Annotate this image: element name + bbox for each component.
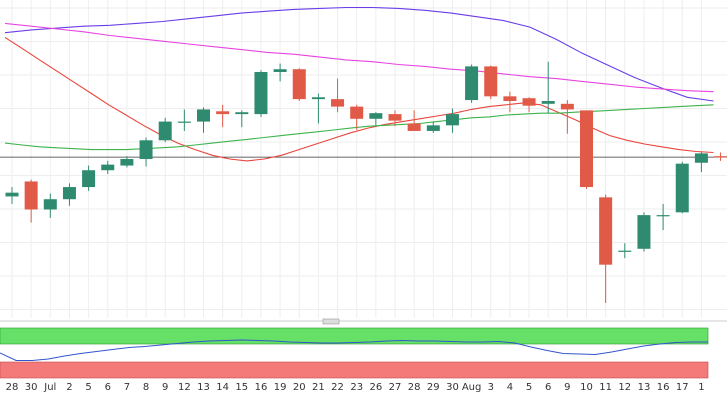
x-tick-label: Aug: [462, 382, 482, 393]
candle-body: [657, 215, 670, 216]
candle-body: [178, 122, 191, 123]
candle: [580, 110, 593, 189]
indicator-lower-band: [0, 362, 708, 378]
candle-body: [44, 199, 57, 209]
x-tick-label: 9: [564, 382, 570, 393]
x-tick-label: 16: [255, 382, 268, 393]
candle-body: [350, 107, 363, 119]
candle-body: [159, 122, 172, 141]
candle-body: [369, 113, 382, 119]
x-tick-label: 12: [618, 382, 631, 393]
x-tick-label: 5: [85, 382, 91, 393]
x-tick-label: 15: [235, 382, 248, 393]
candle: [465, 65, 478, 103]
candle-body: [580, 110, 593, 187]
candle-body: [254, 72, 267, 114]
x-tick-label: 7: [124, 382, 130, 393]
candle: [484, 65, 497, 99]
candle-body: [446, 114, 459, 125]
candle-body: [637, 215, 650, 249]
candle-body: [408, 123, 421, 130]
x-tick-label: 9: [162, 382, 168, 393]
candle-body: [561, 104, 574, 110]
candle-body: [427, 125, 440, 131]
x-tick-label: 12: [178, 382, 191, 393]
x-tick-label: 14: [216, 382, 229, 393]
candle: [293, 68, 306, 101]
x-tick-label: 22: [331, 382, 344, 393]
candle-body: [542, 101, 555, 104]
x-tick-label: 30: [25, 382, 38, 393]
x-tick-label: 30: [446, 382, 459, 393]
x-tick-label: 3: [488, 382, 494, 393]
candle-body: [618, 251, 631, 252]
x-tick-label: Jul: [43, 382, 56, 393]
x-tick-label: 19: [274, 382, 287, 393]
indicator-upper-band: [0, 328, 708, 344]
candle: [637, 212, 650, 251]
candle-body: [389, 114, 402, 121]
x-tick-label: 6: [545, 382, 551, 393]
x-tick-label: 29: [427, 382, 440, 393]
candle-body: [503, 96, 516, 101]
x-tick-label: 1: [698, 382, 704, 393]
candle-body: [465, 66, 478, 100]
candle-body: [82, 170, 95, 187]
x-tick-label: 20: [293, 382, 306, 393]
x-tick-label: 17: [676, 382, 689, 393]
candle-body: [676, 164, 689, 213]
x-tick-label: 10: [580, 382, 593, 393]
x-tick-label: 21: [312, 382, 325, 393]
x-tick-label: 6: [105, 382, 111, 393]
candle-body: [140, 140, 153, 159]
x-tick-label: 16: [657, 382, 670, 393]
candle-body: [312, 97, 325, 99]
candle-body: [484, 66, 497, 96]
x-tick-label: 28: [6, 382, 19, 393]
x-tick-label: 13: [197, 382, 210, 393]
candle-body: [714, 156, 727, 157]
candle-body: [293, 69, 306, 99]
x-tick-label: 11: [599, 382, 612, 393]
candle-body: [599, 197, 612, 264]
x-tick-label: 8: [143, 382, 149, 393]
x-tick-label: 23: [350, 382, 363, 393]
candle-body: [235, 112, 248, 114]
candle-body: [274, 69, 287, 72]
candle-body: [63, 187, 76, 199]
candle: [254, 70, 267, 117]
candle-body: [197, 109, 210, 121]
x-tick-label: 28: [408, 382, 421, 393]
x-tick-label: 13: [638, 382, 651, 393]
candle-body: [216, 111, 229, 114]
x-tick-label: 4: [507, 382, 513, 393]
candle-body: [331, 99, 344, 106]
x-tick-label: 26: [369, 382, 382, 393]
candle-body: [6, 193, 19, 197]
x-tick-label: 2: [66, 382, 72, 393]
panel-resize-handle: [323, 319, 339, 324]
candle-body: [523, 98, 536, 105]
candle-body: [25, 181, 38, 209]
candle-body: [120, 159, 133, 166]
x-tick-label: 5: [526, 382, 532, 393]
candle-body: [695, 153, 708, 162]
x-tick-label: 27: [389, 382, 402, 393]
candle: [676, 162, 689, 213]
candle-body: [101, 165, 114, 171]
